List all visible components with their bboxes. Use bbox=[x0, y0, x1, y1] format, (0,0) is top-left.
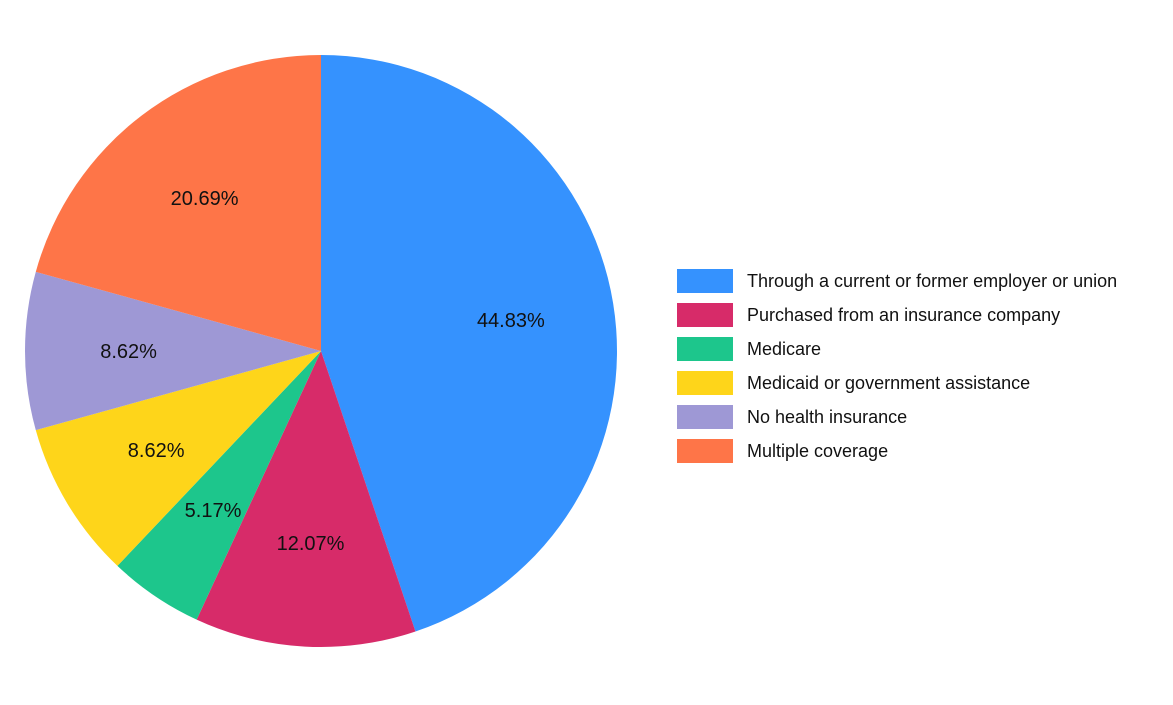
legend-label: Medicare bbox=[747, 338, 822, 359]
legend-item: Purchased from an insurance company bbox=[677, 298, 1117, 332]
pie-slice bbox=[117, 351, 321, 620]
legend-swatch bbox=[677, 371, 733, 395]
legend-swatch bbox=[677, 405, 733, 429]
pie-slice bbox=[321, 55, 618, 632]
legend-item: Multiple coverage bbox=[677, 434, 1117, 468]
legend-label: Medicaid or government assistance bbox=[747, 372, 1031, 393]
slice-label: 5.17% bbox=[185, 500, 242, 522]
slice-label: 44.83% bbox=[477, 310, 545, 332]
slice-label: 8.62% bbox=[128, 440, 185, 462]
pie-slice bbox=[196, 351, 416, 647]
legend-item: Through a current or former employer or … bbox=[677, 264, 1117, 298]
legend-swatch bbox=[677, 337, 733, 361]
slice-label: 8.62% bbox=[100, 341, 157, 363]
slice-label: 20.69% bbox=[171, 188, 239, 210]
legend-item: Medicaid or government assistance bbox=[677, 366, 1117, 400]
legend-label: Through a current or former employer or … bbox=[747, 270, 1118, 291]
legend-label: Purchased from an insurance company bbox=[747, 304, 1061, 325]
pie-chart: 44.83% 12.07% 5.17% 8.62% 8.62% 20.69% bbox=[24, 55, 618, 647]
legend-label: No health insurance bbox=[747, 406, 908, 427]
slice-label: 12.07% bbox=[277, 533, 345, 555]
pie-slice bbox=[35, 55, 322, 351]
legend-item: No health insurance bbox=[677, 400, 1117, 434]
pie-slice bbox=[24, 271, 322, 431]
legend-swatch bbox=[677, 269, 733, 293]
legend-item: Medicare bbox=[677, 332, 1117, 366]
legend-swatch bbox=[677, 439, 733, 463]
legend: Through a current or former employer or … bbox=[677, 264, 1117, 468]
legend-swatch bbox=[677, 303, 733, 327]
legend-label: Multiple coverage bbox=[747, 440, 889, 461]
pie-slice bbox=[35, 351, 322, 566]
